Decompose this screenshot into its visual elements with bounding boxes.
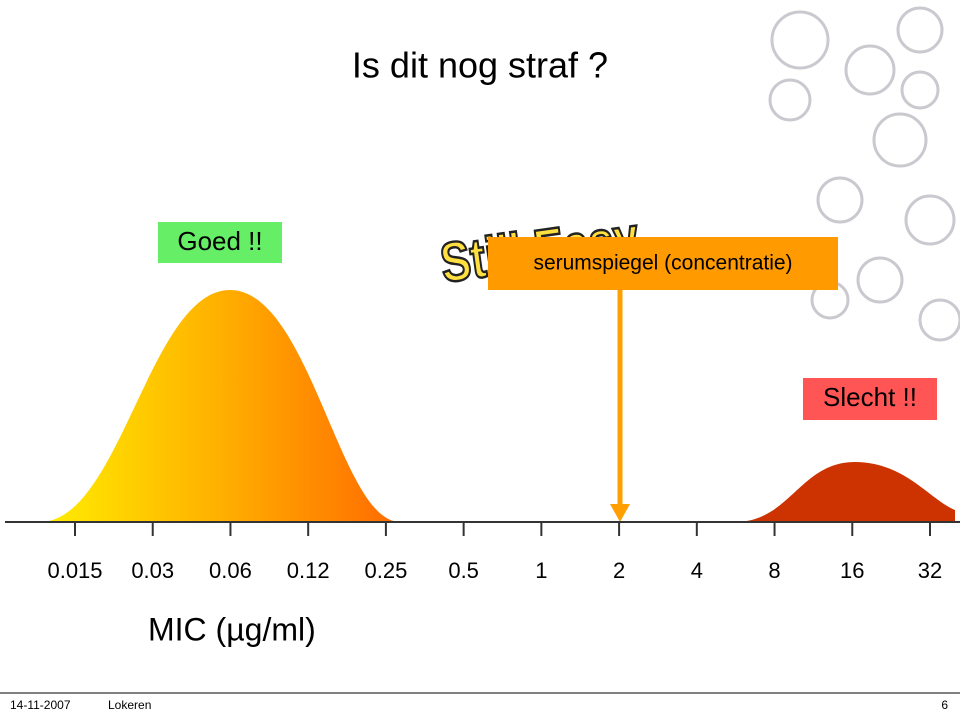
tick-label: 0.015 (47, 558, 102, 583)
tick-label: 0.06 (209, 558, 252, 583)
axis-label: MIC (µg/ml) (148, 611, 316, 647)
bad-label: Slecht !! (823, 382, 917, 412)
footer-date: 14-11-2007 (10, 698, 71, 712)
tick-label: 1 (535, 558, 547, 583)
tick-label: 0.03 (131, 558, 174, 583)
tick-label: 4 (691, 558, 703, 583)
serum-label: serumspiegel (concentratie) (533, 252, 792, 275)
tick-label: 32 (918, 558, 942, 583)
cell-background (768, 6, 960, 342)
tick-label: 2 (613, 558, 625, 583)
arrow-head (610, 504, 630, 522)
bad-curve (735, 462, 955, 522)
footer-place: Lokeren (108, 698, 151, 712)
good-label: Goed !! (177, 226, 262, 256)
good-curve (40, 290, 400, 522)
tick-label: 16 (840, 558, 864, 583)
bad-box (803, 378, 937, 420)
footer-page: 6 (941, 698, 948, 712)
tick-label: 8 (768, 558, 780, 583)
slide-title: Is dit nog straf ? (352, 45, 608, 86)
tick-label: 0.25 (364, 558, 407, 583)
good-box (158, 222, 282, 263)
tick-label: 0.12 (287, 558, 330, 583)
tick-label: 0.5 (448, 558, 479, 583)
serum-box (488, 237, 838, 290)
